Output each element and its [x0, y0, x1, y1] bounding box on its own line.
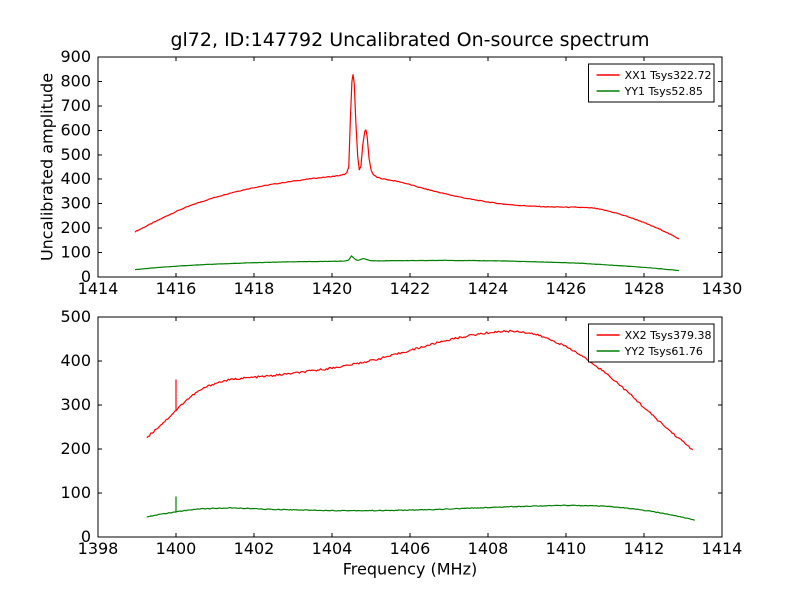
y-tick-label: 0 — [81, 267, 91, 286]
x-tick-label: 1408 — [468, 539, 509, 558]
y-tick-label: 100 — [60, 243, 91, 262]
x-tick-label: 1430 — [702, 279, 743, 298]
x-tick-label: 1406 — [390, 539, 431, 558]
x-tick-label: 1402 — [234, 539, 275, 558]
axis-ticks — [97, 316, 723, 538]
y-tick-label: 100 — [60, 483, 91, 502]
x-tick-label: 1404 — [312, 539, 353, 558]
series-line-YY1 — [134, 255, 680, 272]
x-axis-label: Frequency (MHz) — [342, 559, 478, 579]
x-tick-label: 1412 — [624, 539, 665, 558]
x-tick-label: 1424 — [468, 279, 509, 298]
x-tick-label: 1422 — [390, 279, 431, 298]
subplot-top: 1414 1416 1418 1420 1422 1424 1426 1428 1430 0 100… — [60, 47, 742, 298]
y-tick-label: 700 — [60, 96, 91, 115]
x-tick-label: 1420 — [312, 279, 353, 298]
y-tick-label: 900 — [60, 47, 91, 66]
y-axis-label: Uncalibrated amplitude — [37, 72, 57, 262]
series-line-YY2 — [146, 504, 695, 521]
y-tick-label: 300 — [60, 395, 91, 414]
y-tick-label: 400 — [60, 351, 91, 370]
legend: XX1 Tsys322.72 YY1 Tsys52.85 — [588, 63, 715, 103]
y-tick-label: 600 — [60, 120, 91, 139]
legend-box — [588, 63, 715, 103]
y-tick-label: 800 — [60, 71, 91, 90]
legend-label: YY2 Tsys61.76 — [624, 345, 703, 358]
x-tick-label: 1410 — [546, 539, 587, 558]
y-tick-label: 0 — [81, 527, 91, 546]
x-tick-label: 1414 — [702, 539, 743, 558]
axis-ticks — [97, 56, 723, 278]
legend-label: YY1 Tsys52.85 — [624, 85, 703, 98]
y-tick-label: 300 — [60, 194, 91, 213]
x-tick-label: 1400 — [156, 539, 197, 558]
series-line-XX2 — [146, 329, 694, 451]
y-tick-label: 500 — [60, 145, 91, 164]
x-tick-label: 1426 — [546, 279, 587, 298]
x-tick-label: 1418 — [234, 279, 275, 298]
legend-box — [588, 323, 715, 363]
legend-label: XX1 Tsys322.72 — [625, 69, 712, 82]
y-tick-label: 400 — [60, 169, 91, 188]
subplot-bottom: 1398 1400 1402 1404 1406 1408 1410 1412 1414 0 100… — [60, 307, 742, 558]
figure-title: gl72, ID:147792 Uncalibrated On-source s… — [170, 29, 650, 51]
x-tick-label: 1398 — [78, 539, 119, 558]
x-tick-label: 1416 — [156, 279, 197, 298]
x-tick-label: 1428 — [624, 279, 665, 298]
legend-label: XX2 Tsys379.38 — [625, 329, 712, 342]
legend: XX2 Tsys379.38 YY2 Tsys61.76 — [588, 323, 715, 363]
series-line-XX1 — [134, 73, 680, 240]
x-tick-label: 1414 — [78, 279, 119, 298]
y-tick-label: 200 — [60, 218, 91, 237]
y-tick-label: 200 — [60, 439, 91, 458]
y-tick-label: 500 — [60, 307, 91, 326]
